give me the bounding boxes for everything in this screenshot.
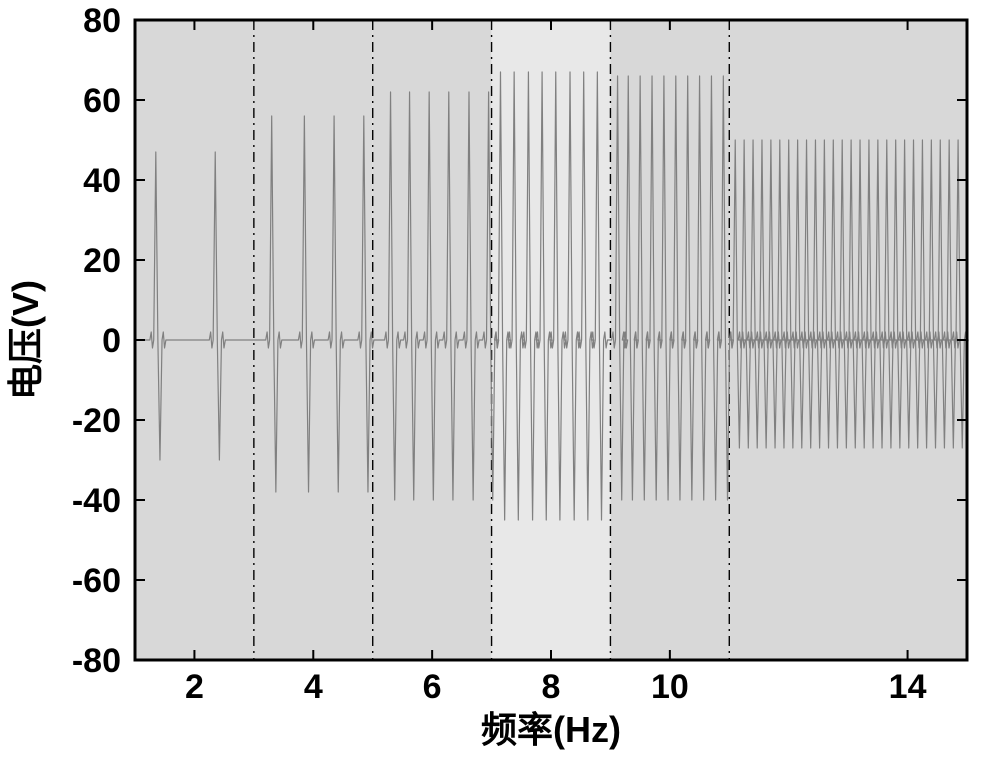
y-tick-label: 0 (102, 322, 121, 360)
y-tick-label: 40 (83, 162, 121, 200)
x-axis-label: 频率(Hz) (481, 709, 621, 750)
y-tick-label: -20 (72, 402, 121, 440)
y-tick-label: 60 (83, 82, 121, 120)
x-tick-label: 8 (542, 668, 561, 706)
y-tick-label: 80 (83, 2, 121, 40)
y-tick-label: -60 (72, 562, 121, 600)
x-tick-label: 14 (889, 668, 927, 706)
x-tick-label: 10 (651, 668, 689, 706)
y-axis-label: 电压(V) (5, 280, 46, 400)
x-tick-label: 6 (423, 668, 442, 706)
y-tick-label: -80 (72, 642, 121, 680)
y-tick-label: 20 (83, 242, 121, 280)
voltage-frequency-chart: 2 4 6 8 10 14 -80 -60 -40 -20 0 20 40 60 80 频率(Hz) 电压(… (0, 0, 1000, 762)
y-tick-label: -40 (72, 482, 121, 520)
x-tick-label: 2 (185, 668, 204, 706)
x-tick-label: 4 (304, 668, 323, 706)
